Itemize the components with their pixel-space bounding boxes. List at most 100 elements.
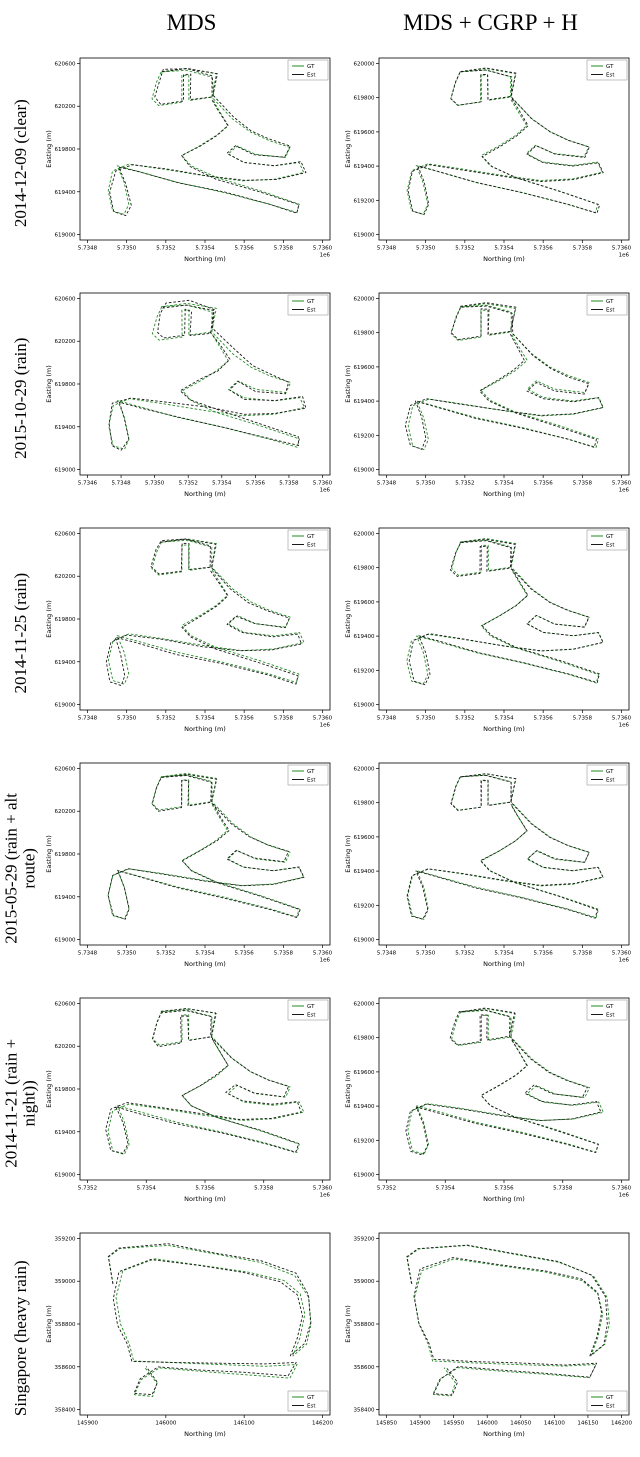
svg-text:5.7354: 5.7354 (212, 480, 232, 486)
svg-text:5.7352: 5.7352 (77, 1185, 96, 1191)
svg-text:5.7348: 5.7348 (376, 480, 396, 486)
svg-text:620000: 620000 (353, 531, 374, 537)
svg-text:619400: 619400 (353, 1104, 374, 1110)
svg-text:5.7352: 5.7352 (178, 480, 197, 486)
svg-text:358600: 358600 (54, 1364, 75, 1370)
svg-text:Est: Est (606, 72, 615, 78)
svg-text:Northing (m): Northing (m) (184, 960, 226, 968)
svg-text:1e6: 1e6 (319, 722, 330, 728)
svg-text:619400: 619400 (353, 164, 374, 170)
svg-text:Easting (m): Easting (m) (344, 835, 352, 873)
svg-text:619800: 619800 (353, 800, 374, 806)
row-label-text: 2014-11-21 (rain + night)) (1, 1039, 39, 1168)
svg-text:Est: Est (606, 1012, 615, 1018)
svg-text:619400: 619400 (54, 1129, 75, 1135)
svg-text:5.7348: 5.7348 (376, 950, 396, 956)
svg-text:5.7346: 5.7346 (77, 480, 97, 486)
svg-text:5.7360: 5.7360 (312, 715, 332, 721)
svg-text:1e6: 1e6 (618, 252, 629, 258)
svg-text:5.7358: 5.7358 (273, 950, 293, 956)
row-label-text: 2015-10-29 (rain) (10, 337, 30, 460)
chart-svg: 5.7352 5.7354 5.7356 5.7358 5.7360 619000 6192… (344, 997, 631, 1203)
plot-row3-mds: 5.7348 5.7350 5.7352 5.7354 5.7356 5.7358 5.73… (42, 516, 341, 751)
svg-text:Est: Est (606, 777, 615, 783)
svg-text:Est: Est (606, 1403, 615, 1409)
svg-text:619000: 619000 (54, 467, 75, 473)
svg-text:619200: 619200 (353, 903, 374, 909)
svg-text:1e6: 1e6 (618, 722, 629, 728)
svg-text:5.7354: 5.7354 (195, 715, 215, 721)
svg-text:5.7360: 5.7360 (611, 950, 631, 956)
svg-text:Northing (m): Northing (m) (483, 725, 525, 733)
svg-text:146050: 146050 (510, 1420, 531, 1426)
svg-text:GT: GT (606, 64, 614, 70)
svg-text:619000: 619000 (54, 937, 75, 943)
chart-svg: 5.7348 5.7350 5.7352 5.7354 5.7356 5.7358 5.73… (344, 292, 631, 498)
svg-text:1e6: 1e6 (319, 252, 330, 258)
chart-svg: 145900 146000 146100 146200 358400 358600 3588… (45, 1232, 333, 1438)
svg-text:5.7350: 5.7350 (416, 715, 436, 721)
svg-text:619800: 619800 (353, 1035, 374, 1041)
svg-text:5.7358: 5.7358 (572, 480, 592, 486)
svg-text:Est: Est (307, 1012, 316, 1018)
svg-text:5.7360: 5.7360 (611, 245, 631, 251)
svg-text:Northing (m): Northing (m) (184, 255, 226, 263)
svg-text:Est: Est (307, 72, 316, 78)
svg-text:Easting (m): Easting (m) (45, 130, 53, 168)
svg-text:Easting (m): Easting (m) (344, 365, 352, 403)
row-label-2014-11-25: 2014-11-25 (rain) (0, 516, 42, 751)
row-label-singapore: Singapore (heavy rain) (0, 1221, 42, 1456)
svg-text:GT: GT (307, 1395, 315, 1401)
svg-text:5.7360: 5.7360 (312, 245, 332, 251)
plot-row6-mds-cgrp-h: 145850 145900 145950 146000 146050 146100 1461… (341, 1221, 640, 1456)
svg-text:Easting (m): Easting (m) (45, 1070, 53, 1108)
svg-text:GT: GT (307, 1004, 315, 1010)
svg-text:Northing (m): Northing (m) (483, 960, 525, 968)
svg-text:5.7348: 5.7348 (77, 245, 97, 251)
svg-text:359000: 359000 (353, 1279, 374, 1285)
svg-text:5.7352: 5.7352 (156, 245, 175, 251)
svg-text:619600: 619600 (353, 834, 374, 840)
svg-text:619400: 619400 (54, 189, 75, 195)
chart-svg: 5.7348 5.7350 5.7352 5.7354 5.7356 5.7358 5.73… (344, 527, 631, 733)
svg-text:5.7356: 5.7356 (245, 480, 265, 486)
svg-text:GT: GT (307, 534, 315, 540)
svg-text:5.7350: 5.7350 (117, 950, 137, 956)
svg-text:620200: 620200 (54, 104, 75, 110)
svg-text:GT: GT (307, 64, 315, 70)
svg-text:5.7356: 5.7356 (195, 1185, 215, 1191)
svg-text:145900: 145900 (77, 1420, 98, 1426)
svg-text:359200: 359200 (353, 1236, 374, 1242)
svg-text:359200: 359200 (54, 1236, 75, 1242)
svg-text:358800: 358800 (54, 1322, 75, 1328)
svg-text:619000: 619000 (353, 937, 374, 943)
svg-text:5.7350: 5.7350 (416, 950, 436, 956)
svg-text:Northing (m): Northing (m) (483, 255, 525, 263)
svg-text:358400: 358400 (353, 1407, 374, 1413)
svg-text:Easting (m): Easting (m) (344, 1070, 352, 1108)
svg-text:Northing (m): Northing (m) (483, 1195, 525, 1203)
svg-text:5.7358: 5.7358 (572, 715, 592, 721)
svg-text:619400: 619400 (353, 399, 374, 405)
svg-text:Easting (m): Easting (m) (45, 1305, 53, 1343)
svg-text:GT: GT (606, 1395, 614, 1401)
svg-text:GT: GT (606, 534, 614, 540)
svg-text:5.7360: 5.7360 (312, 1185, 332, 1191)
svg-text:620600: 620600 (54, 531, 75, 537)
svg-text:5.7352: 5.7352 (455, 950, 474, 956)
svg-text:620600: 620600 (54, 1001, 75, 1007)
svg-text:Easting (m): Easting (m) (344, 600, 352, 638)
svg-text:620200: 620200 (54, 809, 75, 815)
svg-text:5.7354: 5.7354 (494, 480, 514, 486)
svg-text:5.7350: 5.7350 (416, 480, 436, 486)
chart-svg: 145850 145900 145950 146000 146050 146100 1461… (344, 1232, 632, 1438)
svg-text:5.7350: 5.7350 (416, 245, 436, 251)
svg-text:1e6: 1e6 (618, 1192, 629, 1198)
svg-text:5.7356: 5.7356 (533, 480, 553, 486)
svg-text:5.7352: 5.7352 (455, 245, 474, 251)
svg-text:619800: 619800 (54, 617, 75, 623)
svg-text:620600: 620600 (54, 296, 75, 302)
svg-text:5.7356: 5.7356 (494, 1185, 514, 1191)
svg-text:Easting (m): Easting (m) (45, 365, 53, 403)
svg-text:5.7352: 5.7352 (156, 950, 175, 956)
